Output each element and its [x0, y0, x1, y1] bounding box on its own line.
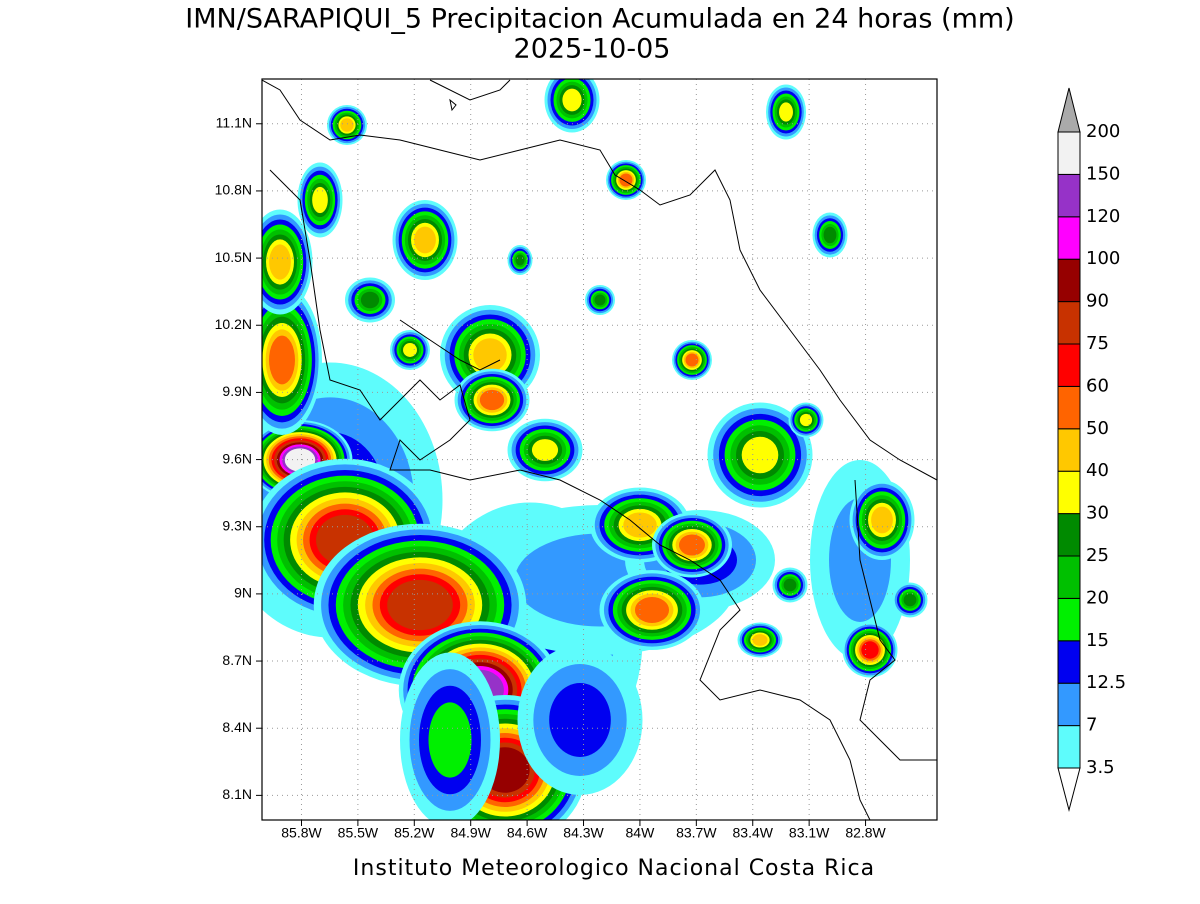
coastlines	[262, 79, 937, 820]
island	[449, 98, 457, 112]
precip-contour	[269, 335, 295, 385]
colorbar-box	[1057, 597, 1081, 642]
date: 2025-10-05	[514, 34, 671, 65]
colorbar-box	[1057, 513, 1081, 557]
x-tick-label: 85.8W	[281, 825, 322, 841]
colorbar-label: 40	[1086, 460, 1109, 481]
precip-contour	[871, 506, 893, 534]
y-tick-label: 8.1N	[222, 786, 252, 802]
colorbar-label: 20	[1086, 587, 1109, 608]
colorbar-label: 7	[1086, 715, 1097, 736]
colorbar-box	[1057, 428, 1081, 472]
precip-contour	[269, 244, 291, 280]
y-tick-label: 10.2N	[215, 316, 252, 332]
precip-contour	[531, 439, 559, 461]
title: IMN/SARAPIQUI_5 Precipitacion Acumulada …	[185, 4, 1014, 35]
precip-contour	[685, 353, 699, 367]
y-tick-label: 9.3N	[222, 517, 252, 533]
border	[399, 319, 501, 371]
colorbar-label: 150	[1086, 163, 1120, 184]
precip-contour	[473, 338, 507, 372]
coast	[262, 79, 937, 481]
colorbar-under	[1057, 767, 1081, 812]
precip-contour	[861, 641, 879, 659]
precip-contour	[783, 578, 797, 592]
x-tick-label: 82.8W	[845, 825, 886, 841]
precip-contour	[312, 186, 328, 214]
precip-contour	[403, 343, 417, 357]
colorbar-box	[1057, 385, 1081, 430]
border	[854, 479, 937, 761]
colorbar-box	[1057, 131, 1081, 175]
precip-contour	[387, 579, 453, 631]
coast	[269, 169, 871, 820]
colorbar-label: 60	[1086, 375, 1109, 396]
colorbar-box	[1057, 640, 1081, 684]
footer: Instituto Meteorologico Nacional Costa R…	[353, 856, 875, 881]
colorbar-box	[1057, 343, 1081, 387]
precip-contour	[414, 226, 436, 254]
grid: 85.8W 85.5W 85.2W 84.9W 84.6W 84.3W 84W 83.7W 83…	[215, 79, 937, 841]
colorbar-label: 15	[1086, 630, 1109, 651]
x-tick-label: 84W	[626, 825, 656, 841]
x-tick-label: 84.9W	[450, 825, 491, 841]
precip-contour	[594, 294, 606, 306]
x-tick-label: 83.4W	[733, 825, 774, 841]
colorbar-label: 90	[1086, 291, 1109, 312]
x-tick-label: 83.7W	[676, 825, 717, 841]
y-tick-label: 10.8N	[215, 182, 252, 198]
y-tick-label: 8.7N	[222, 652, 252, 668]
y-tick-label: 8.4N	[222, 719, 252, 735]
colorbar-box	[1057, 301, 1081, 345]
y-tick-label: 9.6N	[222, 450, 252, 466]
precip-contour	[823, 226, 837, 244]
x-tick-label: 83.1W	[789, 825, 830, 841]
precip-contour	[515, 254, 525, 266]
colorbar-box	[1057, 682, 1081, 727]
precip-contour	[779, 102, 793, 122]
colorbar-box	[1057, 555, 1081, 599]
colorbar-label: 30	[1086, 503, 1109, 524]
x-tick-label: 85.2W	[394, 825, 435, 841]
colorbar-box	[1057, 725, 1081, 769]
y-tick-label: 9.9N	[222, 383, 252, 399]
lake	[429, 79, 511, 101]
colorbar-label: 12.5	[1086, 672, 1126, 693]
precip-contour	[752, 634, 768, 646]
y-tick-label: 10.5N	[215, 249, 252, 265]
precip-contour	[741, 436, 779, 474]
x-tick-label: 85.5W	[338, 825, 379, 841]
precip-contour	[799, 413, 813, 427]
y-tick-label: 11.1N	[216, 114, 252, 130]
precip-contour	[549, 683, 611, 757]
precip-contour	[634, 597, 670, 623]
precip-contour	[679, 534, 705, 556]
precip-contour	[903, 593, 917, 607]
precip-contour	[479, 389, 505, 411]
precip-contour	[428, 702, 472, 778]
precip-contour	[340, 118, 354, 132]
colorbar-box	[1057, 470, 1081, 515]
colorbar-over	[1057, 87, 1081, 133]
colorbar-box	[1057, 216, 1081, 260]
colorbar-box	[1057, 173, 1081, 218]
precip-contour	[360, 291, 380, 309]
y-tick-label: 9N	[234, 585, 252, 601]
colorbar-label: 25	[1086, 545, 1109, 566]
colorbar-label: 200	[1086, 121, 1120, 142]
colorbar: 3.5 7 12.5 15 20 25 30 40 50 60 75 90 100 120 150 200	[1057, 87, 1126, 812]
x-tick-label: 84.3W	[563, 825, 604, 841]
colorbar-label: 120	[1086, 206, 1120, 227]
colorbar-label: 50	[1086, 418, 1109, 439]
precip-contour	[562, 88, 582, 112]
precip-field	[262, 79, 928, 820]
colorbar-label: 100	[1086, 248, 1120, 269]
colorbar-box	[1057, 258, 1081, 303]
colorbar-label: 3.5	[1086, 757, 1115, 778]
plot-frame	[261, 78, 938, 821]
x-tick-label: 84.6W	[507, 825, 548, 841]
colorbar-label: 75	[1086, 333, 1109, 354]
